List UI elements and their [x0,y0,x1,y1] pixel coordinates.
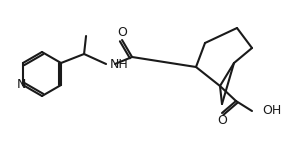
Text: OH: OH [262,105,281,117]
Text: O: O [217,114,227,127]
Text: O: O [117,25,127,39]
Text: NH: NH [110,58,129,71]
Text: N: N [16,78,26,92]
